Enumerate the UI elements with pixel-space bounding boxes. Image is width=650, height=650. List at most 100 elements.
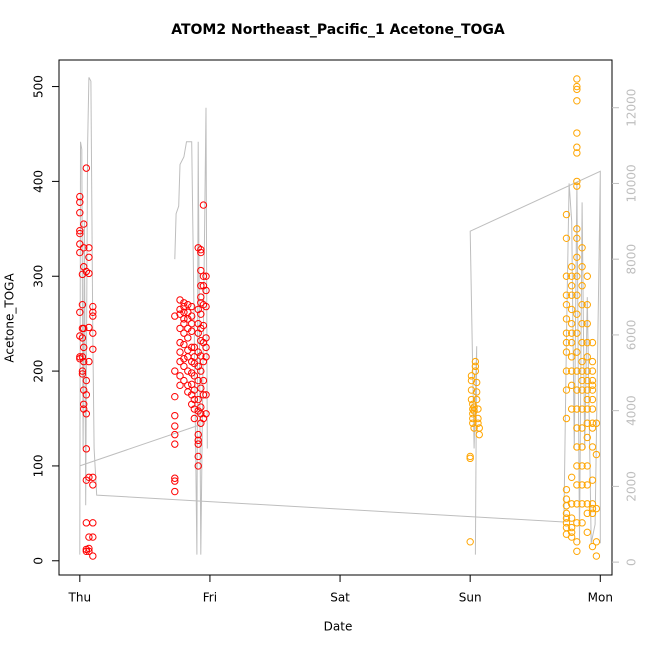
x-axis-label: Date [324,620,353,634]
point [578,357,586,366]
point [171,474,179,482]
point [562,519,571,527]
altitude-line [79,77,601,555]
point [567,282,576,290]
point [180,355,188,363]
point [573,329,581,337]
y2-tick-label: 0 [625,558,639,566]
point [562,329,571,337]
point [89,519,97,527]
point [82,445,91,453]
y-tick-label: 400 [32,170,46,193]
point [470,407,478,415]
point [583,500,591,508]
point [562,502,571,510]
point [82,519,91,527]
point [573,386,581,394]
point [190,405,199,413]
point [567,514,576,522]
point [469,414,477,423]
point [567,319,576,328]
point [592,504,601,513]
point [194,348,202,356]
point [588,338,597,347]
point [76,248,84,257]
point [176,324,184,333]
x-tick-label: Sat [330,591,350,605]
point [567,367,576,375]
point [202,286,210,295]
point [184,367,192,375]
point [583,405,591,413]
point [583,419,591,427]
point [567,263,576,271]
point [470,403,478,411]
point [588,542,597,551]
point [89,329,97,337]
point [76,308,84,316]
point [471,367,480,375]
point [188,343,196,352]
point [85,269,93,278]
point [583,300,591,309]
point [180,319,188,328]
point [578,424,586,432]
point [190,343,199,352]
point [562,414,571,423]
point [176,372,184,380]
point [467,372,476,380]
point [583,395,591,404]
point [176,381,184,390]
point [573,405,581,413]
point [583,319,591,328]
point [567,338,576,347]
point [78,300,87,309]
point [171,477,179,485]
point [197,245,205,254]
point [467,386,476,394]
point [171,411,179,420]
point [578,338,586,347]
point [80,244,88,252]
point [474,405,482,413]
point [89,533,97,541]
point [78,367,87,375]
point [176,338,184,347]
point [583,272,591,280]
point [202,353,210,361]
point [180,302,188,311]
point [176,348,184,356]
chart-title: ATOM2 Northeast_Pacific_1 Acetone_TOGA [171,22,505,38]
point [89,308,97,316]
point [466,538,474,546]
y-tick-label: 0 [32,557,46,565]
point [197,282,205,290]
point [578,462,586,470]
point [573,143,581,151]
y-tick-label: 100 [32,454,46,477]
point [197,248,205,257]
point [567,500,576,508]
point [578,376,586,385]
point [184,334,192,342]
point [578,367,586,375]
point [202,410,210,418]
point [588,367,597,375]
point [472,388,481,396]
y2-tick-label: 4000 [625,395,639,426]
point [171,312,179,320]
point [567,405,576,413]
y-tick-label: 300 [32,265,46,288]
point [562,315,571,323]
point [82,391,91,399]
y2-tick-label: 6000 [625,320,639,351]
point [567,523,576,532]
point [190,372,199,380]
y-axis-label: Acetone_TOGA [3,273,17,363]
point [583,376,591,385]
point [567,291,576,299]
point [197,367,205,375]
point [578,319,586,328]
point [199,201,208,209]
point [80,357,88,366]
